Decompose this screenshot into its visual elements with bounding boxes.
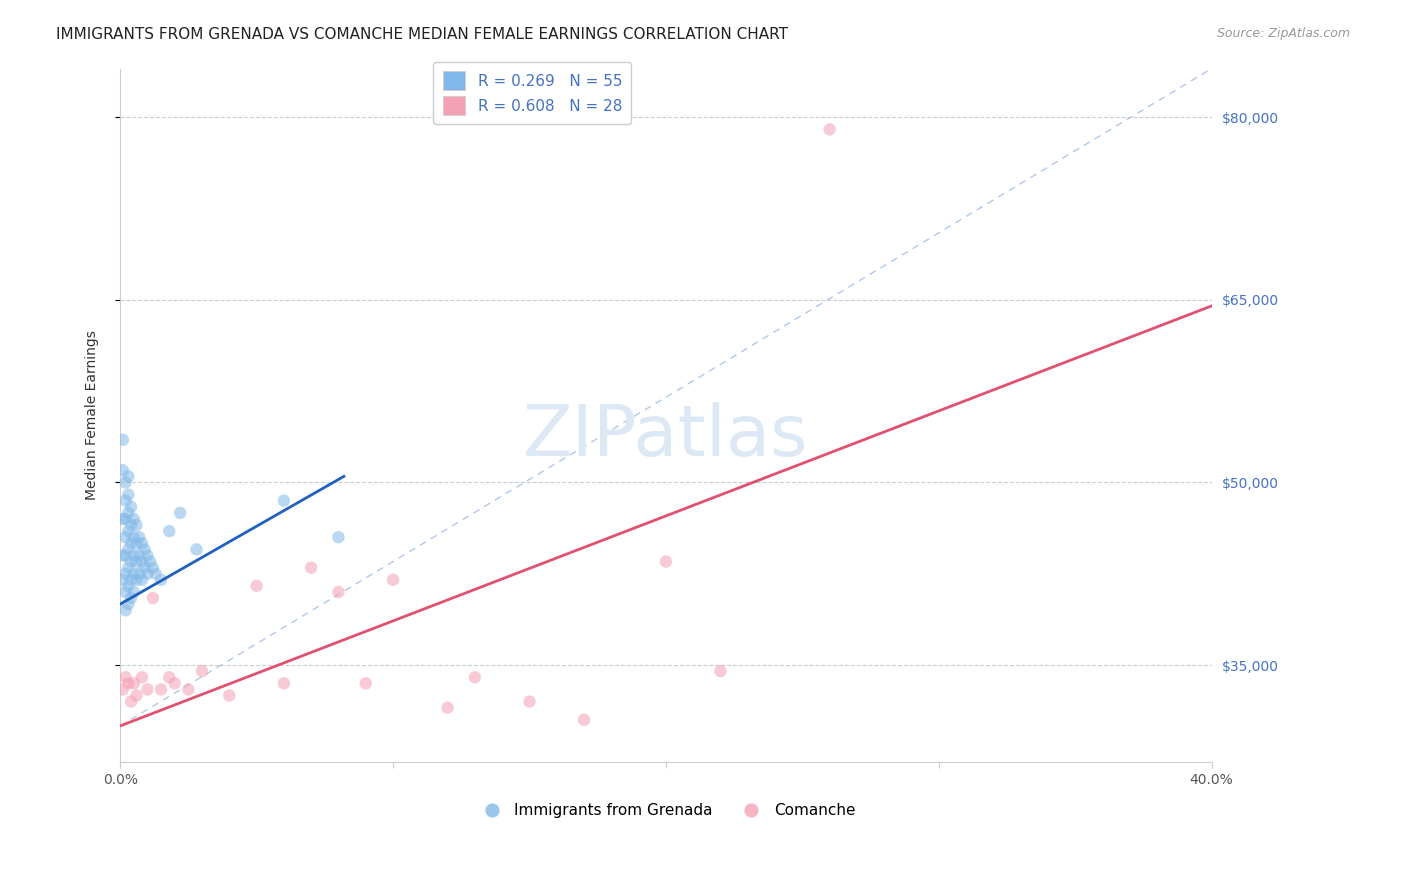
Point xyxy=(120,591,142,606)
Point xyxy=(125,573,148,587)
Point xyxy=(145,566,167,581)
Point xyxy=(117,579,139,593)
Point xyxy=(134,542,156,557)
Point xyxy=(111,573,134,587)
Point xyxy=(111,549,134,563)
Point xyxy=(125,555,148,569)
Point xyxy=(114,512,136,526)
Point xyxy=(299,560,322,574)
Point xyxy=(177,682,200,697)
Point xyxy=(131,536,153,550)
Point xyxy=(122,512,145,526)
Text: Source: ZipAtlas.com: Source: ZipAtlas.com xyxy=(1216,27,1350,40)
Point xyxy=(114,549,136,563)
Point xyxy=(150,682,173,697)
Point xyxy=(245,579,267,593)
Point xyxy=(328,530,350,544)
Point xyxy=(436,700,458,714)
Point xyxy=(169,506,191,520)
Point xyxy=(163,676,186,690)
Point xyxy=(114,566,136,581)
Point xyxy=(120,518,142,533)
Point xyxy=(111,433,134,447)
Point xyxy=(354,676,377,690)
Point xyxy=(273,676,295,690)
Point xyxy=(125,536,148,550)
Point xyxy=(125,689,148,703)
Point xyxy=(519,695,541,709)
Point xyxy=(655,555,678,569)
Point xyxy=(111,463,134,477)
Point xyxy=(142,591,165,606)
Y-axis label: Median Female Earnings: Median Female Earnings xyxy=(86,331,100,500)
Point xyxy=(128,530,150,544)
Point xyxy=(117,597,139,611)
Point xyxy=(128,549,150,563)
Point xyxy=(114,530,136,544)
Point xyxy=(157,670,180,684)
Point xyxy=(117,560,139,574)
Point xyxy=(382,573,405,587)
Point xyxy=(114,670,136,684)
Point xyxy=(117,676,139,690)
Point xyxy=(114,475,136,490)
Point xyxy=(122,549,145,563)
Point xyxy=(120,695,142,709)
Point xyxy=(122,566,145,581)
Point xyxy=(218,689,240,703)
Point xyxy=(111,682,134,697)
Point xyxy=(186,542,208,557)
Point xyxy=(572,713,595,727)
Point xyxy=(150,573,173,587)
Point xyxy=(122,530,145,544)
Point xyxy=(273,493,295,508)
Point xyxy=(157,524,180,538)
Legend: Immigrants from Grenada, Comanche: Immigrants from Grenada, Comanche xyxy=(470,797,862,824)
Point xyxy=(134,560,156,574)
Point xyxy=(136,566,159,581)
Point xyxy=(131,555,153,569)
Point xyxy=(122,585,145,599)
Point xyxy=(131,573,153,587)
Point xyxy=(139,555,162,569)
Text: ZIPatlas: ZIPatlas xyxy=(523,401,808,471)
Point xyxy=(125,518,148,533)
Point xyxy=(120,573,142,587)
Point xyxy=(122,676,145,690)
Point xyxy=(120,555,142,569)
Point xyxy=(114,493,136,508)
Point xyxy=(142,560,165,574)
Point xyxy=(128,566,150,581)
Point xyxy=(328,585,350,599)
Text: IMMIGRANTS FROM GRENADA VS COMANCHE MEDIAN FEMALE EARNINGS CORRELATION CHART: IMMIGRANTS FROM GRENADA VS COMANCHE MEDI… xyxy=(56,27,789,42)
Point xyxy=(114,603,136,617)
Point xyxy=(136,549,159,563)
Point xyxy=(114,585,136,599)
Point xyxy=(131,670,153,684)
Point xyxy=(120,536,142,550)
Point xyxy=(117,487,139,501)
Point xyxy=(191,664,214,678)
Point xyxy=(464,670,486,684)
Point xyxy=(709,664,731,678)
Point xyxy=(117,542,139,557)
Point xyxy=(117,506,139,520)
Point xyxy=(120,500,142,514)
Point xyxy=(117,524,139,538)
Point xyxy=(111,512,134,526)
Point xyxy=(117,469,139,483)
Point xyxy=(818,122,841,136)
Point xyxy=(136,682,159,697)
